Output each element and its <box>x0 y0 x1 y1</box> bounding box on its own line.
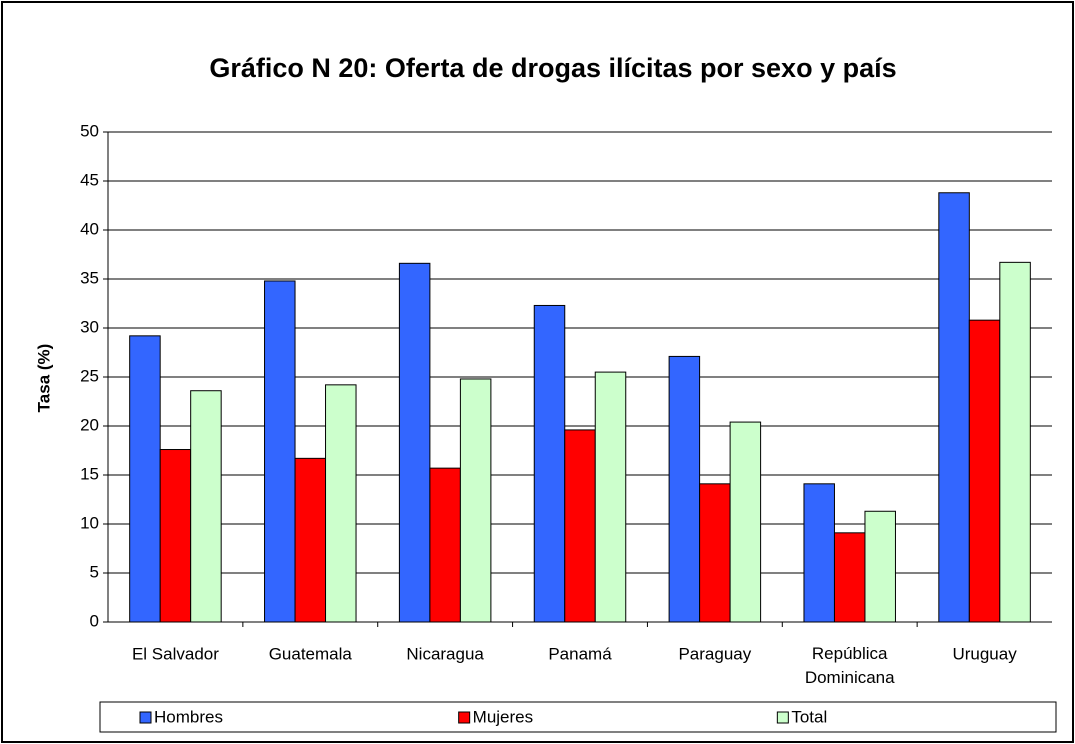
bar <box>459 378 492 623</box>
x-tick-label: República Dominicana <box>805 644 895 687</box>
bar <box>429 467 461 623</box>
legend-swatch <box>458 711 471 724</box>
y-axis-label: Tasa (%) <box>34 344 53 413</box>
y-tick-label: 35 <box>80 268 99 287</box>
legend-box <box>99 701 1057 733</box>
y-tick-label: 25 <box>80 366 99 385</box>
bar <box>864 510 896 623</box>
bar <box>129 335 161 623</box>
bar <box>668 355 701 623</box>
bar <box>999 261 1031 623</box>
bar <box>398 262 431 623</box>
y-tick-label: 0 <box>90 611 99 630</box>
bar <box>159 449 192 623</box>
y-tick-label: 20 <box>80 415 99 434</box>
legend-swatch <box>776 711 789 724</box>
x-tick-label: Uruguay <box>952 644 1017 663</box>
bar <box>294 457 327 623</box>
bar <box>833 532 866 623</box>
bar <box>729 421 762 623</box>
y-tick-label: 15 <box>80 464 99 483</box>
y-tick-label: 45 <box>80 170 99 189</box>
x-tick-label: El Salvador <box>132 644 219 663</box>
legend-label: Hombres <box>154 707 223 726</box>
y-tick-label: 40 <box>80 219 99 238</box>
bar <box>938 192 970 623</box>
bar <box>190 390 222 623</box>
legend-label: Mujeres <box>473 707 533 726</box>
bar <box>264 280 296 623</box>
y-tick-label: 10 <box>80 513 99 532</box>
bar <box>968 319 1001 623</box>
bar <box>594 371 627 623</box>
bar <box>564 429 596 623</box>
legend-label: Total <box>791 707 827 726</box>
x-tick-label: Paraguay <box>678 644 751 663</box>
y-tick-label: 30 <box>80 317 99 336</box>
x-tick-label: Nicaragua <box>406 644 484 663</box>
x-tick-label: Guatemala <box>269 644 353 663</box>
chart-title: Gráfico N 20: Oferta de drogas ilícitas … <box>209 53 896 83</box>
x-tick-label: Panamá <box>548 644 612 663</box>
bar <box>325 384 357 623</box>
y-tick-label: 50 <box>80 121 99 140</box>
bar <box>533 304 566 623</box>
y-tick-label: 5 <box>90 562 99 581</box>
bar <box>803 483 835 623</box>
bar <box>699 483 731 623</box>
legend-swatch <box>139 711 152 724</box>
